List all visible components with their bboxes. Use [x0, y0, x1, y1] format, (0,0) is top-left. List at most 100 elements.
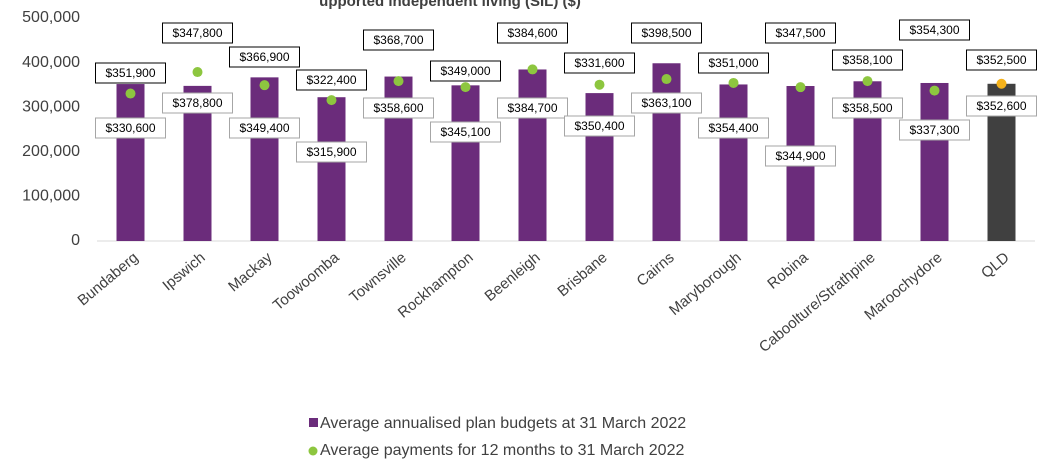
label-box — [363, 29, 434, 51]
data-label: $363,100 — [641, 96, 691, 110]
label-box — [765, 22, 836, 44]
label-box — [95, 117, 166, 139]
label-box — [698, 117, 769, 139]
data-label: $350,400 — [574, 119, 624, 133]
label-box — [564, 115, 635, 137]
label-box — [363, 97, 434, 119]
label-box — [430, 121, 501, 143]
dot — [259, 80, 270, 91]
data-label: $347,500 — [775, 26, 825, 40]
data-label: $349,400 — [239, 121, 289, 135]
dot — [192, 67, 203, 78]
bar — [250, 77, 279, 241]
y-tick-label: 400,000 — [22, 54, 80, 71]
bar — [652, 63, 681, 242]
legend-swatch — [309, 418, 318, 427]
x-tick-label: Cairns — [633, 249, 677, 290]
dot — [996, 78, 1007, 89]
data-label: $368,700 — [373, 33, 423, 47]
dot — [862, 76, 873, 87]
data-label: $352,600 — [976, 99, 1026, 113]
legend-label: Average annualised plan budgets at 31 Ma… — [320, 415, 686, 432]
data-label: $337,300 — [909, 123, 959, 137]
y-tick-label: 100,000 — [22, 188, 80, 205]
x-tick-label: Ipswich — [159, 249, 208, 294]
y-tick-label: 300,000 — [22, 98, 80, 115]
bar — [585, 93, 614, 241]
data-label: $366,900 — [239, 50, 289, 64]
data-label: $351,000 — [708, 56, 758, 70]
data-label: $345,100 — [440, 125, 490, 139]
label-box — [765, 145, 836, 167]
label-box — [296, 69, 367, 91]
bar — [116, 84, 145, 241]
data-label: $354,400 — [708, 121, 758, 135]
dot — [728, 77, 739, 88]
label-box — [899, 119, 970, 141]
label-box — [229, 117, 300, 139]
label-box — [497, 22, 568, 44]
data-label: $354,300 — [909, 23, 959, 37]
dot — [393, 76, 404, 87]
dot — [460, 82, 471, 93]
data-label: $384,600 — [507, 26, 557, 40]
data-label: $347,800 — [172, 26, 222, 40]
label-box — [832, 97, 903, 119]
chart-title: upported independent living (SIL) ($) — [319, 0, 581, 10]
x-tick-label: Beenleigh — [482, 249, 544, 305]
dot — [527, 64, 538, 75]
label-box — [162, 22, 233, 44]
y-tick-label: 500,000 — [22, 9, 80, 26]
data-label: $358,500 — [842, 101, 892, 115]
legend-label: Average payments for 12 months to 31 Mar… — [320, 442, 684, 459]
x-tick-label: Bundaberg — [74, 249, 141, 309]
data-label: $315,900 — [306, 145, 356, 159]
dot — [594, 79, 605, 90]
label-box — [162, 92, 233, 114]
label-box — [430, 60, 501, 82]
data-label: $352,500 — [976, 53, 1026, 67]
bar — [719, 84, 748, 241]
legend-swatch — [308, 446, 318, 456]
label-box — [631, 22, 702, 44]
y-tick-label: 200,000 — [22, 143, 80, 160]
bar — [317, 97, 346, 242]
x-tick-label: Toowoomba — [270, 249, 343, 314]
x-tick-label: Caboolture/Strathpine — [756, 249, 879, 356]
label-box — [95, 62, 166, 84]
label-box — [497, 97, 568, 119]
dot — [326, 95, 337, 106]
bar — [451, 85, 480, 241]
label-box — [832, 49, 903, 71]
label-box — [899, 19, 970, 41]
x-tick-label: QLD — [978, 249, 1013, 282]
label-box — [966, 95, 1037, 117]
label-box — [564, 52, 635, 74]
label-box — [698, 52, 769, 74]
data-label: $358,100 — [842, 53, 892, 67]
dot — [125, 88, 136, 99]
dot — [661, 74, 672, 85]
x-tick-label: Brisbane — [554, 249, 610, 300]
data-label: $351,900 — [105, 66, 155, 80]
y-tick-label: 0 — [71, 232, 80, 249]
x-tick-label: Maryborough — [666, 249, 745, 319]
label-box — [296, 141, 367, 163]
x-tick-label: Mackay — [225, 249, 276, 296]
label-box — [229, 46, 300, 68]
data-label: $344,900 — [775, 149, 825, 163]
data-label: $378,800 — [172, 96, 222, 110]
dot — [929, 85, 940, 96]
data-label: $398,500 — [641, 26, 691, 40]
data-label: $322,400 — [306, 73, 356, 87]
dot — [795, 82, 806, 93]
x-tick-label: Robina — [764, 249, 812, 293]
data-label: $358,600 — [373, 101, 423, 115]
label-box — [631, 92, 702, 114]
data-label: $349,000 — [440, 64, 490, 78]
bar — [518, 69, 547, 241]
data-label: $384,700 — [507, 101, 557, 115]
data-label: $330,600 — [105, 121, 155, 135]
data-label: $331,600 — [574, 56, 624, 70]
